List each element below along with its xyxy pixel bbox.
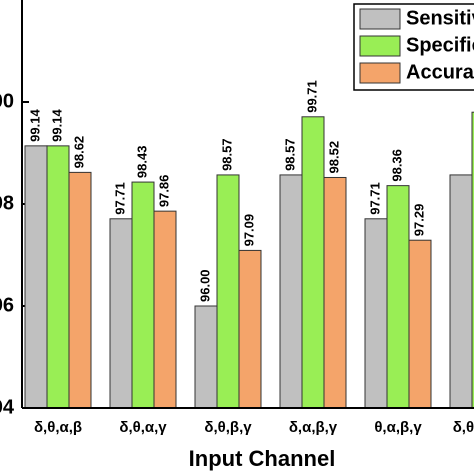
legend-label: Specificity — [406, 34, 474, 56]
value-label: 98.36 — [389, 149, 404, 182]
value-label: 99.14 — [27, 109, 42, 142]
bar — [194, 305, 218, 409]
value-label: 97.86 — [156, 175, 171, 208]
legend-label: Accuracy — [406, 61, 474, 83]
bar — [471, 111, 474, 409]
bar — [301, 116, 325, 409]
bar — [109, 218, 133, 409]
value-label: 99.14 — [49, 109, 64, 142]
bar — [238, 249, 262, 409]
legend-label: Sensitivity — [406, 7, 474, 29]
x-tick-label: δ,θ,α,γ — [119, 419, 167, 436]
legend-swatch — [359, 62, 401, 84]
bar — [216, 174, 240, 409]
y-tick-label: 96 — [0, 294, 14, 316]
bar — [24, 145, 48, 409]
value-label: 97.71 — [112, 182, 127, 215]
bar — [449, 174, 473, 409]
x-tick-label: δ,α,β,γ — [289, 419, 338, 436]
value-label: 98.43 — [134, 146, 149, 179]
value-label: 97.09 — [241, 214, 256, 247]
bar — [323, 176, 347, 409]
value-label: 98.57 — [282, 138, 297, 171]
x-tick-label: δ,θ,α,β,γ — [453, 419, 474, 436]
bar — [386, 185, 410, 409]
y-tick-label: 94 — [0, 396, 15, 418]
bar — [364, 218, 388, 409]
value-label: 98.52 — [326, 141, 341, 174]
value-label: 99.71 — [304, 80, 319, 113]
bar — [153, 210, 177, 409]
bar — [279, 174, 303, 409]
bar — [46, 145, 70, 409]
x-axis-title: Input Channel — [189, 446, 336, 471]
value-label: 98.57 — [219, 138, 234, 171]
value-label: 97.29 — [411, 204, 426, 237]
x-tick-label: δ,θ,α,β — [34, 419, 82, 436]
y-tick-label: 98 — [0, 192, 14, 214]
bar — [68, 171, 92, 409]
legend-swatch — [359, 8, 401, 30]
x-tick-label: θ,α,β,γ — [374, 419, 422, 436]
legend-swatch — [359, 35, 401, 57]
bar — [408, 239, 432, 409]
x-tick-label: δ,θ,β,γ — [204, 419, 252, 436]
value-label: 97.71 — [367, 182, 382, 215]
y-tick-label: 100 — [0, 90, 14, 112]
value-label: 96.00 — [197, 269, 212, 302]
bar — [131, 181, 155, 409]
value-label: 98.62 — [71, 136, 86, 169]
